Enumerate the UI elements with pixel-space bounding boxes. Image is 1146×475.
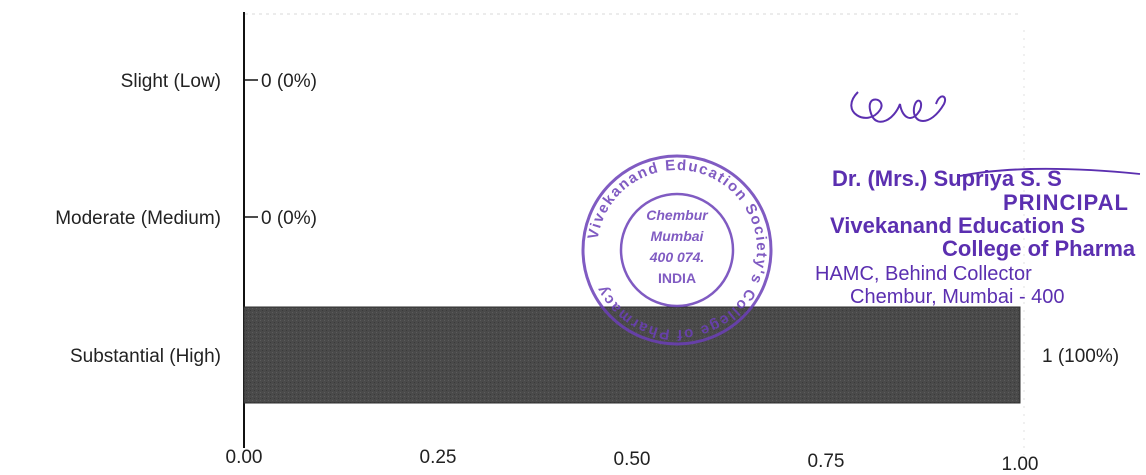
x-tick-label: 1.00 bbox=[1002, 454, 1039, 475]
bars bbox=[243, 79, 1021, 404]
scan-borders bbox=[245, 13, 1025, 455]
x-tick-label: 0.50 bbox=[614, 449, 651, 470]
category-labels: Slight (Low) Moderate (Medium) Substantial… bbox=[55, 71, 221, 367]
address-line-1: HAMC, Behind Collector bbox=[815, 263, 1032, 285]
handwritten-signature bbox=[850, 91, 946, 123]
org-line-2: College of Pharma bbox=[942, 236, 1136, 261]
stamp-center-line: Mumbai bbox=[651, 228, 705, 244]
data-label: 0 (0%) bbox=[261, 208, 317, 229]
principal-signature-block: Dr. (Mrs.) Supriya S. S PRINCIPAL Viveka… bbox=[815, 166, 1136, 308]
data-label: 1 (100%) bbox=[1042, 346, 1119, 367]
data-labels: 0 (0%) 0 (0%) 1 (100%) bbox=[261, 71, 1119, 367]
bar bbox=[243, 306, 1021, 404]
stamp-center-line: Chembur bbox=[646, 207, 709, 223]
org-line-1: Vivekanand Education S bbox=[830, 213, 1085, 238]
principal-name: Dr. (Mrs.) Supriya S. S bbox=[832, 166, 1062, 191]
x-tick-label: 0.00 bbox=[226, 447, 263, 468]
address-line-2: Chembur, Mumbai - 400 bbox=[850, 286, 1065, 308]
stamp-center-line: INDIA bbox=[658, 270, 696, 286]
category-label: Moderate (Medium) bbox=[55, 208, 221, 229]
x-tick-label: 0.75 bbox=[808, 451, 845, 472]
category-label: Slight (Low) bbox=[121, 71, 221, 92]
principal-title: PRINCIPAL bbox=[1003, 190, 1129, 215]
stamp-center-line: 400 074. bbox=[649, 249, 705, 265]
x-tick-label: 0.25 bbox=[420, 447, 457, 468]
data-label: 0 (0%) bbox=[261, 71, 317, 92]
x-tick-labels: 0.00 0.25 0.50 0.75 1.00 bbox=[226, 447, 1039, 475]
signature-underline bbox=[959, 168, 1141, 177]
category-label: Substantial (High) bbox=[70, 346, 221, 367]
